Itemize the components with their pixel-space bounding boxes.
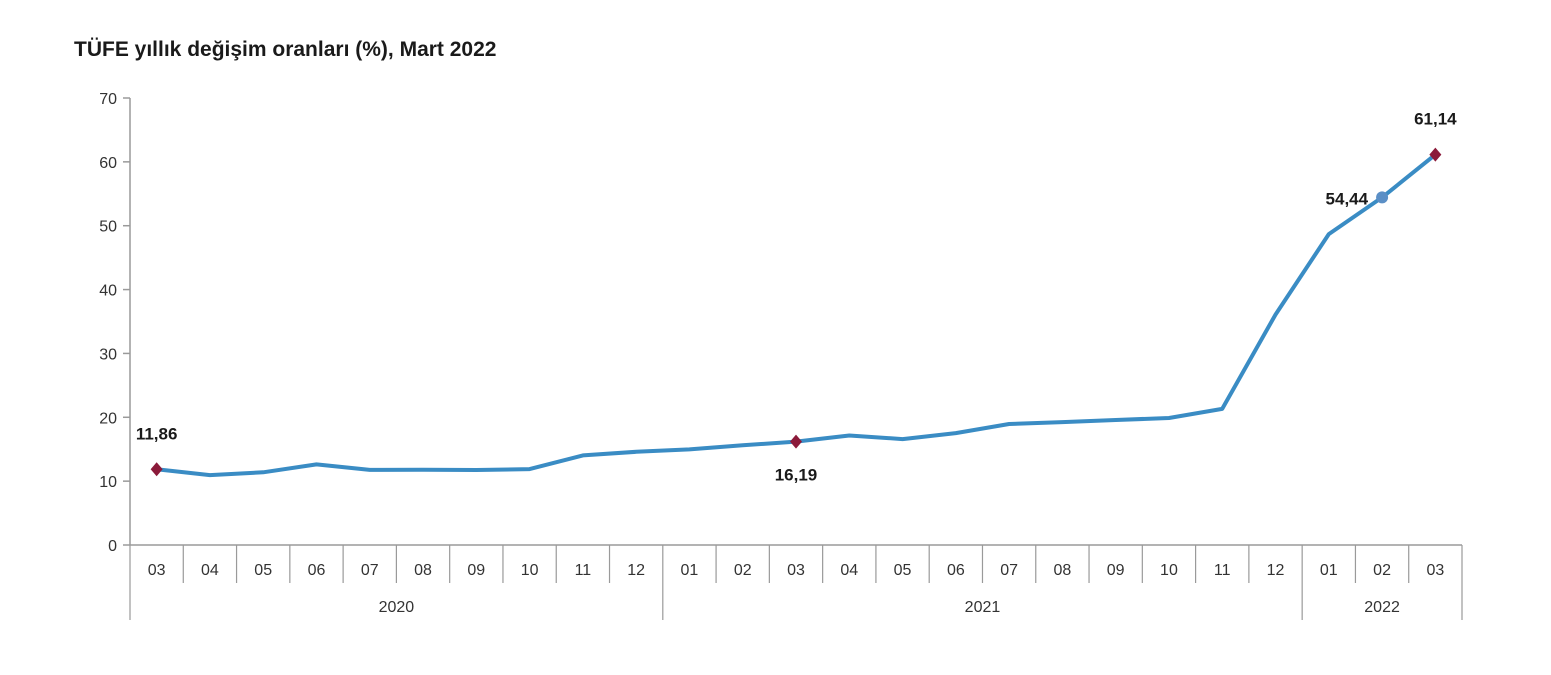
y-tick-label: 60 (99, 155, 117, 172)
y-axis: 0 10 20 30 40 50 60 70 (99, 91, 131, 555)
x-year-label: 2020 (379, 599, 415, 616)
x-tick-label: 10 (1160, 562, 1178, 579)
y-tick-label: 0 (108, 538, 117, 555)
x-tick-label: 01 (1320, 562, 1338, 579)
data-point-marker (790, 434, 802, 449)
y-tick-label: 50 (99, 219, 117, 236)
x-tick-label: 03 (148, 562, 166, 579)
x-tick-label: 05 (894, 562, 912, 579)
x-tick-label: 01 (681, 562, 699, 579)
x-tick-label: 11 (575, 562, 592, 579)
x-tick-label: 03 (1426, 562, 1444, 579)
x-tick-label: 08 (1054, 562, 1072, 579)
x-tick-label: 08 (414, 562, 432, 579)
x-tick-label: 10 (521, 562, 539, 579)
x-tick-label: 07 (1000, 562, 1018, 579)
x-tick-label: 12 (1267, 562, 1285, 579)
x-axis: 03 04 05 06 07 08 09 10 11 12 01 02 03 04 05 06 07 08 09 10… (129, 544, 1463, 620)
y-tick-label: 40 (99, 283, 117, 300)
x-tick-label: 09 (467, 562, 485, 579)
data-point-marker (1376, 191, 1389, 204)
series-layer (154, 152, 1438, 478)
x-tick-label: 03 (787, 562, 805, 579)
y-tick-label: 20 (99, 410, 117, 427)
data-label: 11,86 (136, 424, 178, 443)
data-point-marker (1429, 147, 1442, 162)
x-tick-label: 12 (627, 562, 645, 579)
x-tick-label: 07 (361, 562, 379, 579)
series-line (154, 152, 1438, 478)
x-tick-label: 05 (254, 562, 272, 579)
chart-title: TÜFE yıllık değişim oranları (%), Mart 2… (74, 38, 497, 61)
marker-layer (150, 147, 1442, 477)
data-label: 16,19 (775, 466, 818, 485)
x-year-label: 2022 (1364, 599, 1400, 616)
x-tick-label: 06 (947, 562, 965, 579)
x-tick-label: 11 (1214, 562, 1231, 579)
x-tick-label: 02 (734, 562, 752, 579)
data-point-marker (150, 462, 163, 477)
y-tick-label: 10 (99, 474, 117, 491)
data-label: 61,14 (1414, 110, 1457, 129)
y-tick-label: 70 (99, 91, 117, 108)
data-label-layer: 11,86 16,19 54,44 61,14 (136, 110, 1457, 485)
x-year-label: 2021 (965, 599, 1001, 616)
y-tick-label: 30 (99, 346, 117, 363)
x-tick-label: 02 (1373, 562, 1391, 579)
x-tick-label: 09 (1107, 562, 1125, 579)
x-tick-label: 04 (201, 562, 219, 579)
data-label: 54,44 (1326, 189, 1369, 208)
x-tick-label: 04 (840, 562, 858, 579)
x-tick-label: 06 (308, 562, 326, 579)
